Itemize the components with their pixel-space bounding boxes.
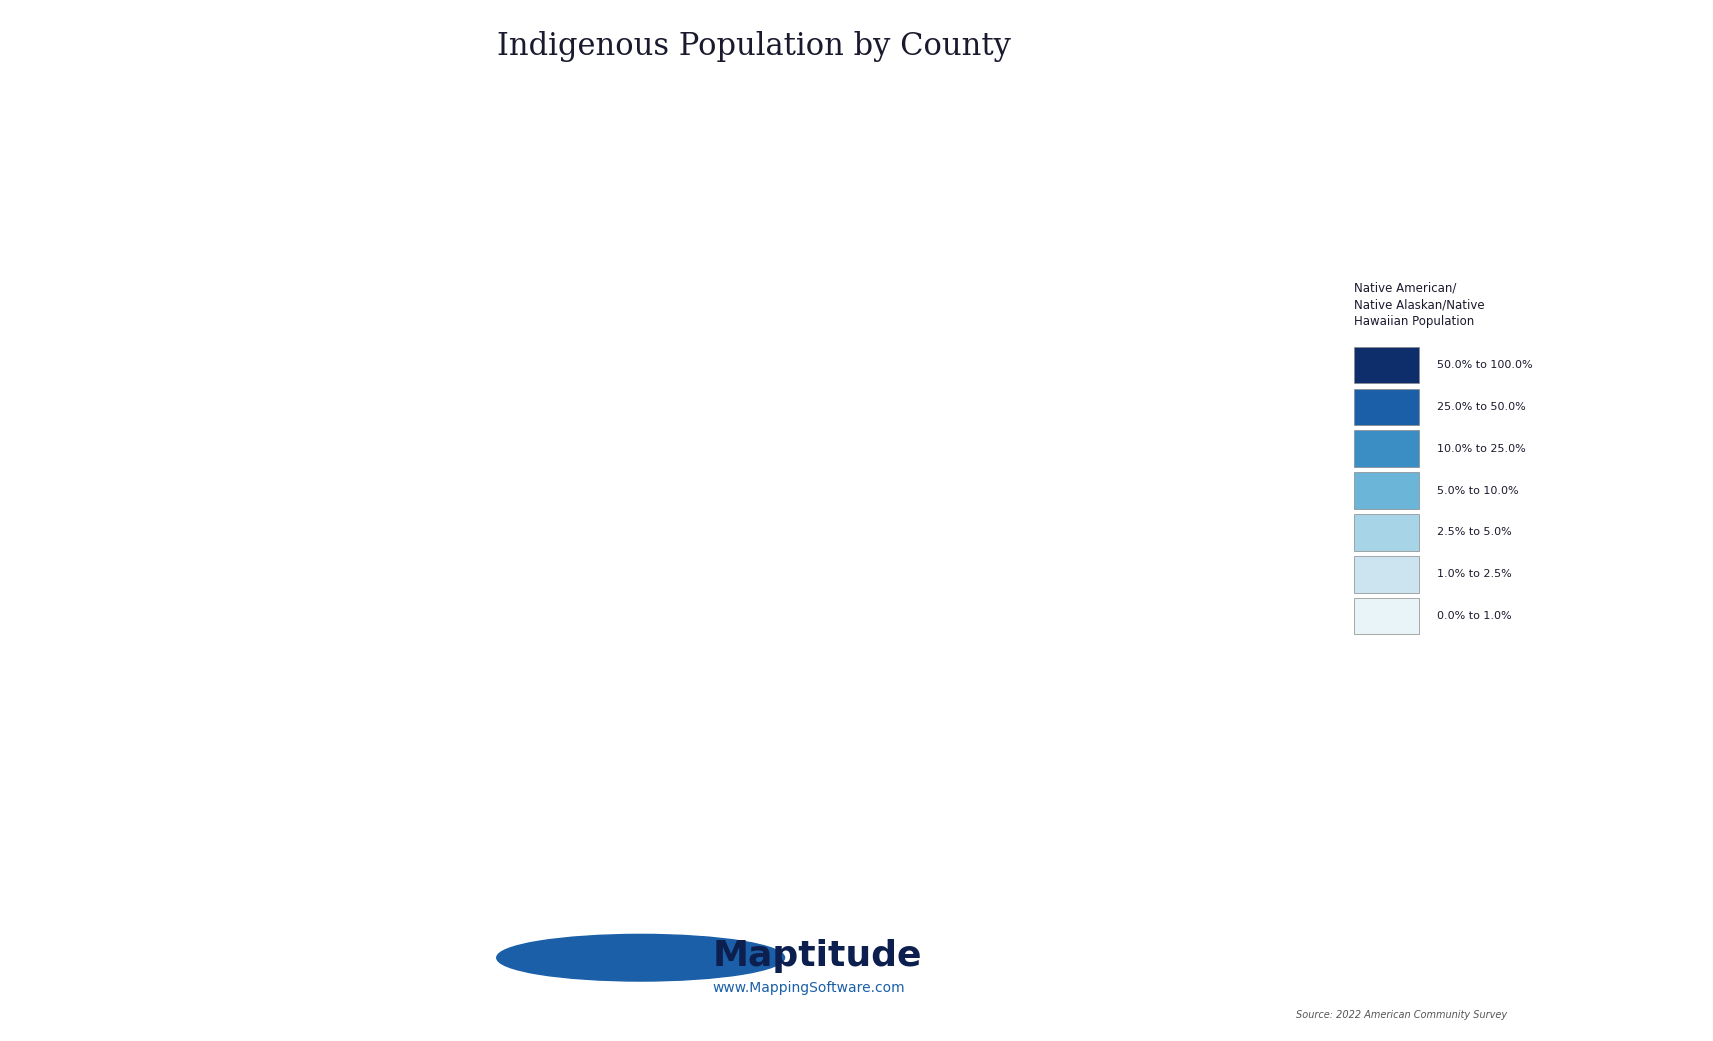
Text: 50.0% to 100.0%: 50.0% to 100.0% xyxy=(1437,360,1533,370)
Text: Source: 2022 American Community Survey: Source: 2022 American Community Survey xyxy=(1297,1010,1507,1020)
FancyBboxPatch shape xyxy=(1355,388,1418,425)
Text: Native American/
Native Alaskan/Native
Hawaiian Population: Native American/ Native Alaskan/Native H… xyxy=(1355,281,1485,328)
Text: Maptitude: Maptitude xyxy=(713,939,922,973)
Text: 25.0% to 50.0%: 25.0% to 50.0% xyxy=(1437,402,1526,412)
FancyBboxPatch shape xyxy=(1355,514,1418,551)
Text: 1.0% to 2.5%: 1.0% to 2.5% xyxy=(1437,569,1511,580)
Text: Indigenous Population by County: Indigenous Population by County xyxy=(497,31,1011,62)
FancyBboxPatch shape xyxy=(1355,556,1418,592)
Text: 10.0% to 25.0%: 10.0% to 25.0% xyxy=(1437,443,1526,454)
Text: 0.0% to 1.0%: 0.0% to 1.0% xyxy=(1437,611,1511,621)
FancyBboxPatch shape xyxy=(1355,431,1418,466)
Circle shape xyxy=(497,935,785,981)
FancyBboxPatch shape xyxy=(1355,598,1418,635)
FancyBboxPatch shape xyxy=(1355,347,1418,383)
FancyBboxPatch shape xyxy=(1355,473,1418,509)
Text: 2.5% to 5.0%: 2.5% to 5.0% xyxy=(1437,528,1511,537)
Text: 5.0% to 10.0%: 5.0% to 10.0% xyxy=(1437,485,1518,496)
Text: www.MappingSoftware.com: www.MappingSoftware.com xyxy=(713,982,904,995)
